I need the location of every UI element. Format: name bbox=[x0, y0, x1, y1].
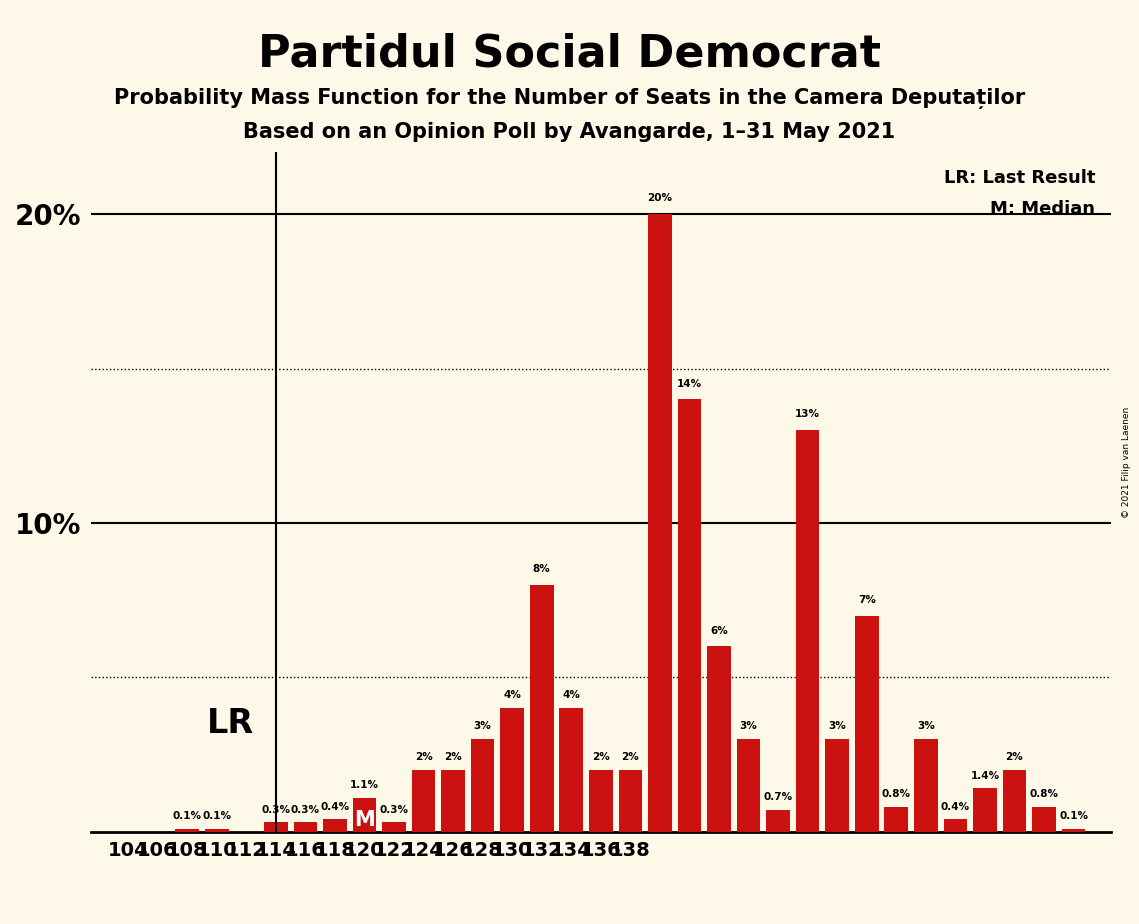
Text: 7%: 7% bbox=[858, 595, 876, 604]
Text: 4%: 4% bbox=[503, 690, 522, 700]
Text: LR: LR bbox=[206, 707, 254, 740]
Bar bbox=[826, 739, 849, 832]
Text: 0.4%: 0.4% bbox=[320, 801, 350, 811]
Text: © 2021 Filip van Laenen: © 2021 Filip van Laenen bbox=[1122, 407, 1131, 517]
Text: 4%: 4% bbox=[563, 690, 580, 700]
Bar bbox=[796, 431, 819, 832]
Text: M: M bbox=[354, 809, 375, 830]
Bar bbox=[1032, 807, 1056, 832]
Bar bbox=[353, 797, 376, 832]
Text: Partidul Social Democrat: Partidul Social Democrat bbox=[259, 32, 880, 76]
Bar bbox=[885, 807, 908, 832]
Text: 1.4%: 1.4% bbox=[970, 771, 1000, 781]
Text: 3%: 3% bbox=[474, 722, 492, 731]
Bar bbox=[1002, 770, 1026, 832]
Text: 0.1%: 0.1% bbox=[173, 810, 202, 821]
Bar bbox=[500, 708, 524, 832]
Text: Probability Mass Function for the Number of Seats in the Camera Deputaților: Probability Mass Function for the Number… bbox=[114, 88, 1025, 109]
Text: Based on an Opinion Poll by Avangarde, 1–31 May 2021: Based on an Opinion Poll by Avangarde, 1… bbox=[244, 122, 895, 142]
Bar bbox=[973, 788, 997, 832]
Bar bbox=[855, 615, 878, 832]
Text: 3%: 3% bbox=[917, 722, 935, 731]
Text: 2%: 2% bbox=[622, 752, 639, 762]
Text: 8%: 8% bbox=[533, 564, 550, 574]
Bar bbox=[559, 708, 583, 832]
Bar bbox=[767, 810, 790, 832]
Bar bbox=[205, 829, 229, 832]
Text: 3%: 3% bbox=[739, 722, 757, 731]
Text: 2%: 2% bbox=[592, 752, 609, 762]
Text: 0.3%: 0.3% bbox=[379, 805, 409, 815]
Text: 6%: 6% bbox=[710, 626, 728, 636]
Bar bbox=[441, 770, 465, 832]
Text: 0.8%: 0.8% bbox=[882, 789, 911, 799]
Bar bbox=[323, 820, 346, 832]
Bar bbox=[648, 214, 672, 832]
Bar bbox=[1062, 829, 1085, 832]
Bar bbox=[589, 770, 613, 832]
Bar bbox=[411, 770, 435, 832]
Text: 20%: 20% bbox=[647, 193, 672, 203]
Bar bbox=[470, 739, 494, 832]
Bar bbox=[175, 829, 199, 832]
Text: 0.4%: 0.4% bbox=[941, 801, 970, 811]
Bar bbox=[294, 822, 317, 832]
Bar bbox=[678, 399, 702, 832]
Text: 0.1%: 0.1% bbox=[1059, 810, 1088, 821]
Text: 2%: 2% bbox=[444, 752, 462, 762]
Bar bbox=[383, 822, 405, 832]
Text: 2%: 2% bbox=[1006, 752, 1023, 762]
Bar bbox=[707, 647, 731, 832]
Bar bbox=[943, 820, 967, 832]
Text: 0.1%: 0.1% bbox=[203, 810, 231, 821]
Text: 2%: 2% bbox=[415, 752, 433, 762]
Text: 0.7%: 0.7% bbox=[763, 792, 793, 802]
Text: 14%: 14% bbox=[677, 379, 702, 389]
Text: LR: Last Result: LR: Last Result bbox=[944, 169, 1096, 188]
Text: 1.1%: 1.1% bbox=[350, 780, 379, 790]
Bar bbox=[737, 739, 761, 832]
Text: 13%: 13% bbox=[795, 409, 820, 419]
Bar bbox=[530, 585, 554, 832]
Bar bbox=[264, 822, 288, 832]
Text: 3%: 3% bbox=[828, 722, 846, 731]
Bar bbox=[913, 739, 937, 832]
Text: M: Median: M: Median bbox=[990, 200, 1096, 218]
Bar bbox=[618, 770, 642, 832]
Text: 0.8%: 0.8% bbox=[1030, 789, 1058, 799]
Text: 0.3%: 0.3% bbox=[261, 805, 290, 815]
Text: 0.3%: 0.3% bbox=[290, 805, 320, 815]
